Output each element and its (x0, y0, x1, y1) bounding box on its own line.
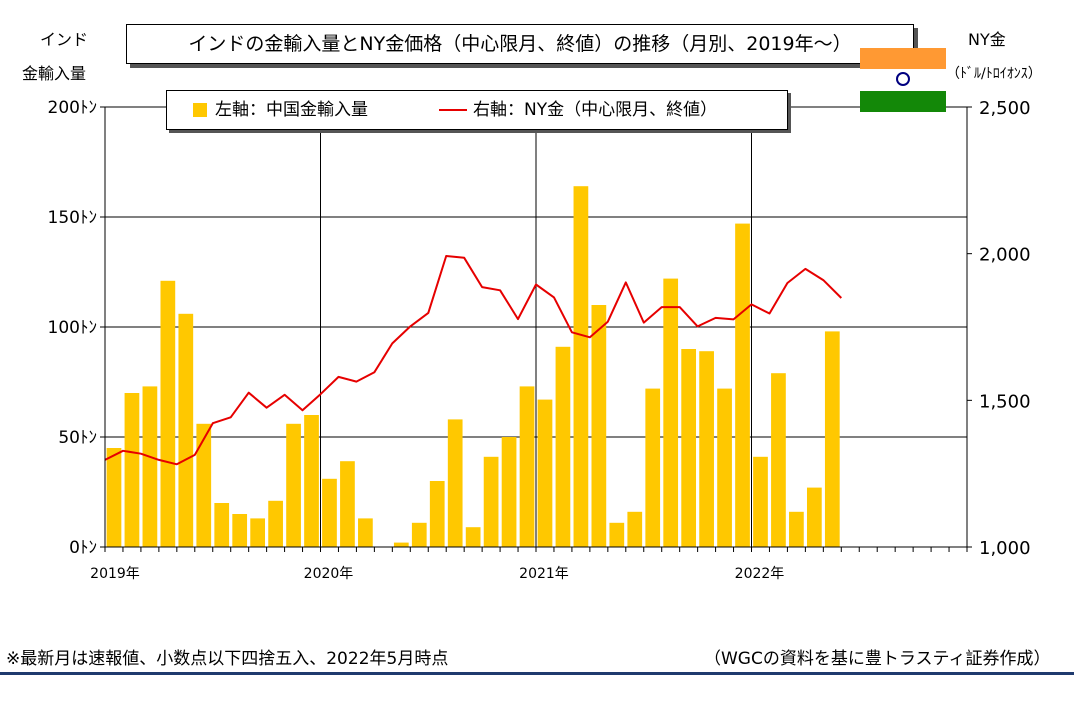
bar (322, 478, 337, 547)
right-tick-label: 2,000 (979, 245, 1031, 266)
legend-bar-swatch (193, 103, 207, 117)
x-tick-label: 2021年 (519, 566, 569, 582)
bar (411, 522, 427, 547)
bar (142, 386, 158, 547)
footnote-left: ※最新月は速報値、小数点以下四捨五入、2022年5月時点 (6, 649, 449, 669)
bar (681, 349, 697, 547)
bar (663, 278, 679, 547)
left-tick-label: 200ﾄﾝ (48, 98, 97, 118)
left-tick-label: 150ﾄﾝ (48, 208, 97, 228)
right-tick-label: 1,500 (979, 391, 1031, 412)
bar (429, 481, 445, 547)
right-axis-title-line2: （ﾄﾞﾙ/ﾄﾛｲｵﾝｽ） (946, 66, 1042, 82)
bar (393, 542, 409, 547)
bottom-rule (0, 672, 1074, 675)
bar (304, 415, 319, 547)
x-tick-label: 2022年 (735, 566, 785, 582)
bar (178, 313, 194, 547)
right-axis-title-line1: NY金 (968, 30, 1006, 49)
bar (609, 522, 625, 547)
bar (106, 448, 122, 547)
left-axis-title-line1: インド (40, 30, 89, 49)
bar (824, 331, 840, 547)
axes: 0ﾄﾝ 50ﾄﾝ 100ﾄﾝ 150ﾄﾝ 200ﾄﾝ 1,000 1,500 2,000 2,5… (48, 98, 1031, 582)
footnote-right: （WGCの資料を基に豊トラスティ証券作成） (704, 649, 1051, 669)
bar (519, 386, 535, 547)
bar (160, 280, 176, 547)
bar (358, 518, 373, 547)
bar (232, 514, 248, 547)
bar (537, 399, 553, 547)
x-tick-label: 2020年 (304, 566, 354, 582)
bar (501, 437, 517, 547)
legend-line-swatch (439, 109, 467, 111)
india-flag-icon (860, 48, 946, 112)
ny-gold-line (104, 255, 843, 466)
left-tick-label: 50ﾄﾝ (58, 428, 97, 448)
bar (699, 351, 714, 547)
line-series (104, 255, 843, 466)
legend-line-label: 右軸：NY金（中心限月、終値） (473, 100, 718, 120)
legend: 左軸：中国金輸入量 右軸：NY金（中心限月、終値） (166, 90, 788, 130)
bar (645, 388, 661, 547)
bar (196, 423, 212, 547)
bar (340, 461, 355, 547)
left-tick-label: 0ﾄﾝ (69, 538, 97, 558)
bar (250, 518, 266, 547)
bar (286, 423, 301, 547)
bar (124, 393, 140, 547)
legend-bar-label: 左軸：中国金輸入量 (215, 100, 368, 120)
bar (483, 456, 499, 547)
left-axis-title-line2: 金輸入量 (22, 64, 87, 83)
bar (806, 487, 822, 547)
right-tick-label: 2,500 (979, 98, 1031, 119)
chart-title: インドの金輸入量とNY金価格（中心限月、終値）の推移（月別、2019年～） (126, 24, 914, 64)
bar (214, 503, 230, 547)
bar (555, 346, 571, 547)
bar (735, 223, 750, 547)
bar (753, 456, 768, 547)
bar (771, 373, 786, 547)
bar (789, 511, 804, 547)
right-tick-label: 1,000 (979, 538, 1031, 559)
bar (447, 419, 463, 547)
x-tick-label: 2019年 (90, 566, 140, 582)
bar (717, 388, 732, 547)
left-tick-label: 100ﾄﾝ (48, 318, 97, 338)
bar (591, 305, 607, 547)
bar (627, 511, 643, 547)
bar (268, 500, 283, 547)
bar-series (106, 186, 840, 547)
bar (465, 527, 481, 547)
bar (573, 186, 589, 547)
